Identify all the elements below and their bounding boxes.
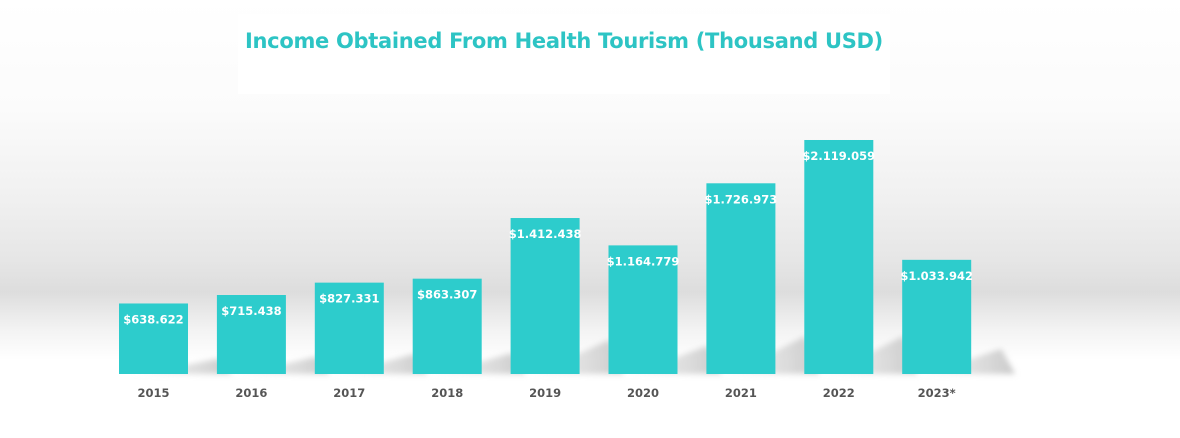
bar-2019[interactable]: [510, 218, 580, 374]
bar-2015[interactable]: [119, 303, 188, 374]
bar-2016[interactable]: [216, 294, 286, 374]
x-tick-label: 2020: [627, 386, 659, 400]
x-tick-label: 2022: [823, 386, 855, 400]
bar-2022[interactable]: [804, 140, 874, 374]
title-panel: Income Obtained From Health Tourism (Tho…: [238, 14, 890, 94]
value-labels-group: $638.622 $715.438 $827.331 $863.307 $1.412.4…: [123, 149, 973, 326]
bars-group: [119, 140, 972, 374]
bar-2021[interactable]: [706, 183, 776, 374]
x-tick-label: 2015: [137, 386, 169, 400]
value-label: $863.307: [417, 288, 477, 302]
x-tick-label: 2018: [431, 386, 463, 400]
bar-2018[interactable]: [412, 278, 482, 374]
x-axis-tick-labels: 2015 2016 2017 2018 2019 2020 2021 2022 2023*: [137, 386, 955, 400]
value-label: $1.726.973: [705, 192, 778, 206]
value-label: $1.164.779: [607, 254, 680, 268]
value-label: $1.412.438: [509, 227, 582, 241]
bar-2017[interactable]: [314, 282, 384, 374]
value-label: $827.331: [319, 292, 379, 306]
chart-title: Income Obtained From Health Tourism (Tho…: [245, 29, 883, 53]
x-tick-label: 2021: [725, 386, 757, 400]
value-label: $715.438: [221, 304, 281, 318]
value-label: $638.622: [123, 312, 183, 326]
bar-2020[interactable]: [608, 245, 678, 374]
value-label: $1.033.942: [900, 269, 973, 283]
x-tick-label: 2019: [529, 386, 561, 400]
x-tick-label: 2017: [333, 386, 365, 400]
x-tick-label: 2016: [235, 386, 267, 400]
x-tick-label: 2023*: [918, 386, 956, 400]
value-label: $2.119.059: [802, 149, 875, 163]
bar-2023[interactable]: [902, 259, 972, 374]
